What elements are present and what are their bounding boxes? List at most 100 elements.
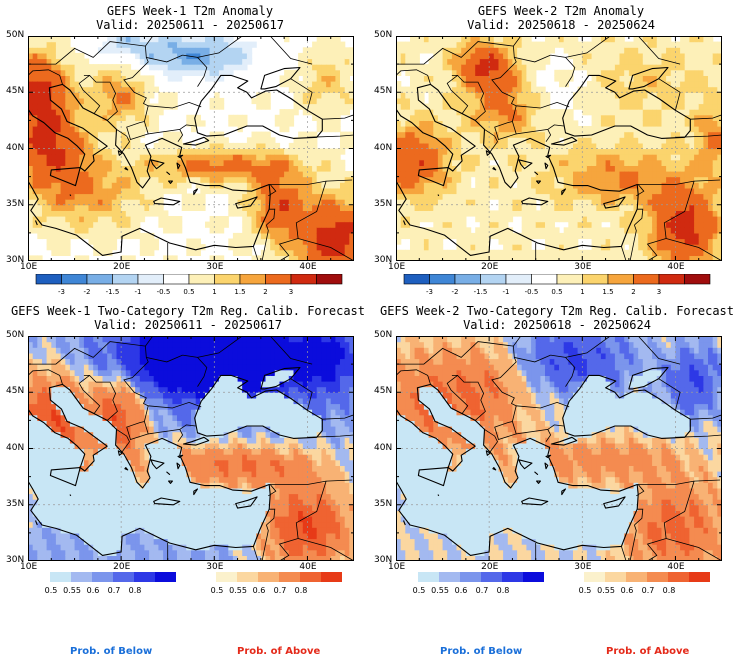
colorbar-tick-label: -3	[426, 288, 433, 296]
lon-label: 20E	[113, 262, 131, 272]
lon-label: 40E	[299, 562, 317, 572]
week1-prob-below-caption: Prob. of Below	[70, 646, 153, 657]
prob-colorbar-swatch	[300, 572, 321, 582]
colorbar-tick-label: 1.5	[602, 288, 613, 296]
prob-colorbar-swatch	[258, 572, 279, 582]
lat-label: 30N	[374, 555, 393, 565]
prob-colorbar-swatch	[155, 572, 176, 582]
colorbar-swatch	[265, 274, 292, 285]
colorbar-swatch	[137, 274, 164, 285]
lon-label: 40E	[667, 562, 685, 572]
lat-label: 50N	[6, 30, 25, 40]
panel2-title-text: GEFS Week-2 T2m Anomaly	[477, 4, 645, 18]
prob-colorbar-tick-label: 0.55	[597, 586, 615, 595]
lat-label: 50N	[6, 330, 25, 340]
lon-label: 20E	[481, 562, 499, 572]
lon-label: 30E	[574, 262, 592, 272]
colorbar-swatch	[239, 274, 266, 285]
panel3-title-text: GEFS Week-1 Two-Category T2m Reg. Calib.…	[10, 304, 365, 318]
colorbar-swatch	[633, 274, 660, 285]
lat-label: 35N	[6, 498, 25, 509]
prob-colorbar-swatch	[439, 572, 460, 582]
prob-colorbar-tick-label: 0.7	[274, 586, 287, 595]
lat-label: 50N	[374, 330, 393, 340]
lat-label: 40N	[374, 142, 393, 153]
panel2-title: GEFS Week-2 T2m Anomaly Valid: 20250618 …	[396, 4, 726, 32]
week1-anomaly-colorbar: -3 -2 -1.5 -1 -0.5 0.5 1 1.5 2 3	[35, 274, 343, 296]
week1-probability-map	[28, 336, 354, 561]
panel2-valid-text: Valid: 20250618 - 20250624	[467, 18, 655, 32]
colorbar-tick-label: 3	[657, 288, 661, 296]
colorbar-swatch	[35, 274, 62, 285]
prob-colorbar-swatch	[502, 572, 523, 582]
colorbar-tick-label: 2	[631, 288, 635, 296]
colorbar-swatch	[163, 274, 190, 285]
colorbar-tick-label: -1.5	[474, 288, 488, 296]
colorbar-tick-label: 0.5	[183, 288, 194, 296]
prob-colorbar-swatch	[647, 572, 668, 582]
colorbar-swatch	[658, 274, 685, 285]
prob-colorbar-swatch	[92, 572, 113, 582]
lat-label: 35N	[374, 198, 393, 209]
colorbar-swatch	[316, 274, 343, 285]
colorbar-swatch	[403, 274, 430, 285]
prob-colorbar-swatch	[216, 572, 237, 582]
colorbar-swatch	[61, 274, 88, 285]
lon-label: 20E	[113, 562, 131, 572]
lon-label: 10E	[20, 562, 38, 572]
panel1-valid-text: Valid: 20250611 - 20250617	[96, 18, 284, 32]
prob-colorbar-tick-label: 0.6	[87, 586, 100, 595]
prob-colorbar-swatch	[279, 572, 300, 582]
prob-colorbar-swatch	[113, 572, 134, 582]
colorbar-tick-label: 1	[580, 288, 584, 296]
prob-colorbar-tick-label: 0.7	[642, 586, 655, 595]
lat-label: 45N	[6, 86, 25, 97]
lon-label: 10E	[20, 262, 38, 272]
prob-colorbar-tick-label: 0.5	[413, 586, 426, 595]
week1-prob-colorbars: 0.5 0.55 0.6 0.7 0.8 0.5 0.55 0.6 0.7 0.8	[45, 572, 342, 595]
prob-colorbar-tick-label: 0.8	[497, 586, 510, 595]
prob-colorbar-swatch	[626, 572, 647, 582]
colorbar-swatch	[188, 274, 215, 285]
prob-colorbar-swatch	[460, 572, 481, 582]
colorbar-swatch	[607, 274, 634, 285]
lat-label: 45N	[374, 86, 393, 97]
lat-label: 45N	[6, 386, 25, 397]
prob-colorbar-swatch	[689, 572, 710, 582]
colorbar-swatch	[556, 274, 583, 285]
prob-colorbar-swatch	[605, 572, 626, 582]
prob-colorbar-tick-label: 0.8	[295, 586, 308, 595]
colorbar-tick-label: 2	[263, 288, 267, 296]
colorbar-tick-label: 3	[289, 288, 293, 296]
panel1-title-text: GEFS Week-1 T2m Anomaly	[106, 4, 274, 18]
lat-label: 30N	[6, 555, 25, 565]
lat-label: 45N	[374, 386, 393, 397]
lat-label: 50N	[374, 30, 393, 40]
colorbar-swatch	[112, 274, 139, 285]
colorbar-swatch	[454, 274, 481, 285]
lat-label: 35N	[6, 198, 25, 209]
colorbar-tick-label: 1.5	[234, 288, 245, 296]
colorbar-swatch	[531, 274, 558, 285]
prob-colorbar-swatch	[523, 572, 544, 582]
prob-colorbar-swatch	[418, 572, 439, 582]
prob-colorbar-swatch	[237, 572, 258, 582]
prob-colorbar-tick-label: 0.7	[108, 586, 121, 595]
colorbar-swatch	[290, 274, 317, 285]
panel3-valid-text: Valid: 20250611 - 20250617	[94, 318, 282, 332]
prob-colorbar-tick-label: 0.55	[63, 586, 81, 595]
lat-label: 40N	[374, 442, 393, 453]
colorbar-swatch	[684, 274, 711, 285]
colorbar-swatch	[582, 274, 609, 285]
colorbar-tick-label: -2	[84, 288, 91, 296]
prob-colorbar-tick-label: 0.5	[579, 586, 592, 595]
colorbar-tick-label: 1	[212, 288, 216, 296]
prob-colorbar-tick-label: 0.8	[663, 586, 676, 595]
lon-label: 20E	[481, 262, 499, 272]
week2-anomaly-colorbar: -3 -2 -1.5 -1 -0.5 0.5 1 1.5 2 3	[403, 274, 711, 296]
lon-label: 30E	[206, 262, 224, 272]
panel4-title: GEFS Week-2 Two-Category T2m Reg. Calib.…	[374, 304, 740, 332]
colorbar-swatch	[86, 274, 113, 285]
lon-label: 10E	[388, 262, 406, 272]
prob-colorbar-tick-label: 0.5	[45, 586, 58, 595]
